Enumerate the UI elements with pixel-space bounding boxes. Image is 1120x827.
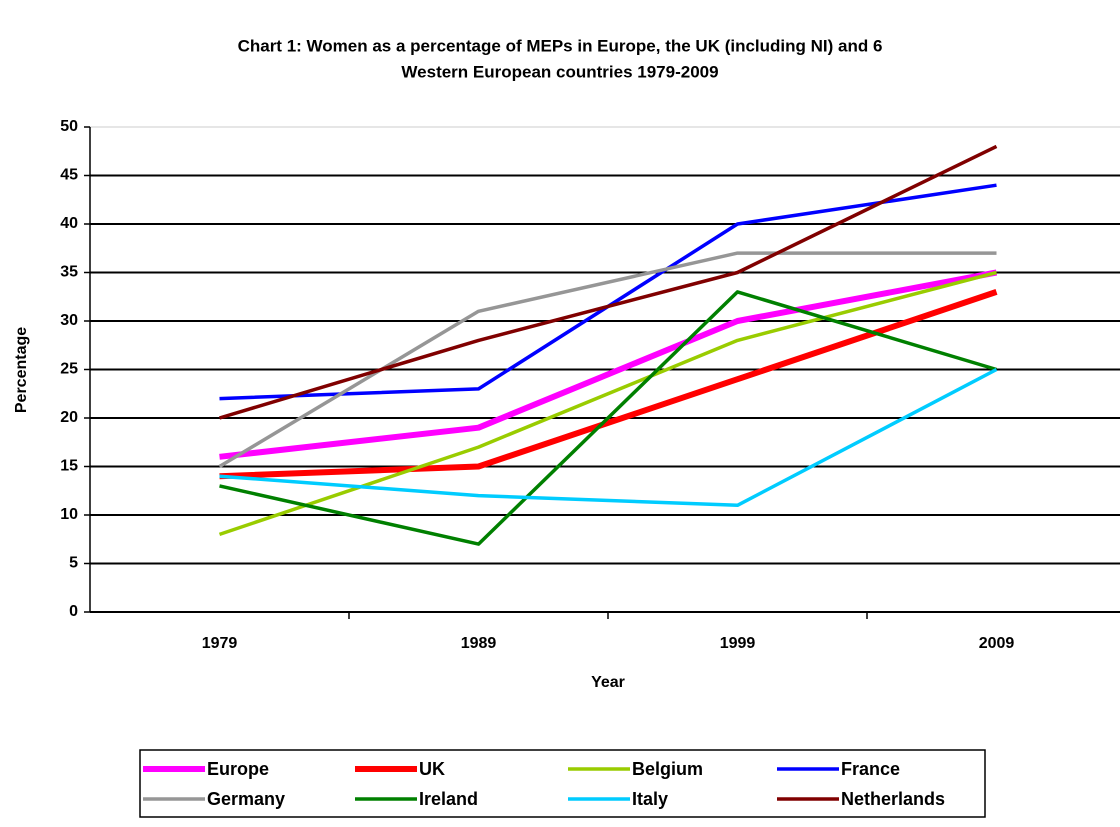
legend-label: UK	[419, 759, 445, 779]
y-tick-label: 10	[60, 506, 78, 523]
series-line	[218, 270, 997, 537]
legend-label: Netherlands	[841, 789, 945, 809]
chart-title: Chart 1: Women as a percentage of MEPs i…	[238, 36, 883, 55]
legend-label: Italy	[632, 789, 668, 809]
x-tick-label: 2009	[979, 635, 1015, 652]
legend-label: Belgium	[632, 759, 703, 779]
y-tick-label: 30	[60, 312, 78, 329]
y-tick-label: 15	[60, 458, 78, 475]
legend: Europe UK Belgium France Germany Ireland Italy…	[143, 759, 945, 809]
y-tick-label: 20	[60, 409, 78, 426]
series-line	[219, 289, 998, 480]
y-tick-label: 5	[69, 555, 78, 572]
series-line	[219, 290, 998, 546]
x-tick-label: 1989	[461, 635, 497, 652]
legend-label: Germany	[207, 789, 285, 809]
y-tick-label: 50	[60, 118, 78, 135]
chart-title: Western European countries 1979-2009	[401, 62, 718, 81]
x-tick-label: 1979	[202, 635, 238, 652]
y-tick-label: 35	[60, 264, 78, 281]
series-line	[218, 144, 998, 420]
legend-label: Europe	[207, 759, 269, 779]
y-tick-label: 40	[60, 215, 78, 232]
x-axis-label: Year	[591, 674, 625, 691]
x-tick-label: 1999	[720, 635, 756, 652]
legend-label: France	[841, 759, 900, 779]
series-line	[218, 251, 997, 469]
series-line	[219, 269, 998, 460]
y-axis-label: Percentage	[13, 327, 30, 413]
y-tick-label: 45	[60, 167, 78, 184]
legend-box	[139, 749, 986, 818]
y-tick-label: 25	[60, 361, 78, 378]
legend-label: Ireland	[419, 789, 478, 809]
series-line	[219, 367, 998, 508]
y-tick-label: 0	[69, 603, 78, 620]
